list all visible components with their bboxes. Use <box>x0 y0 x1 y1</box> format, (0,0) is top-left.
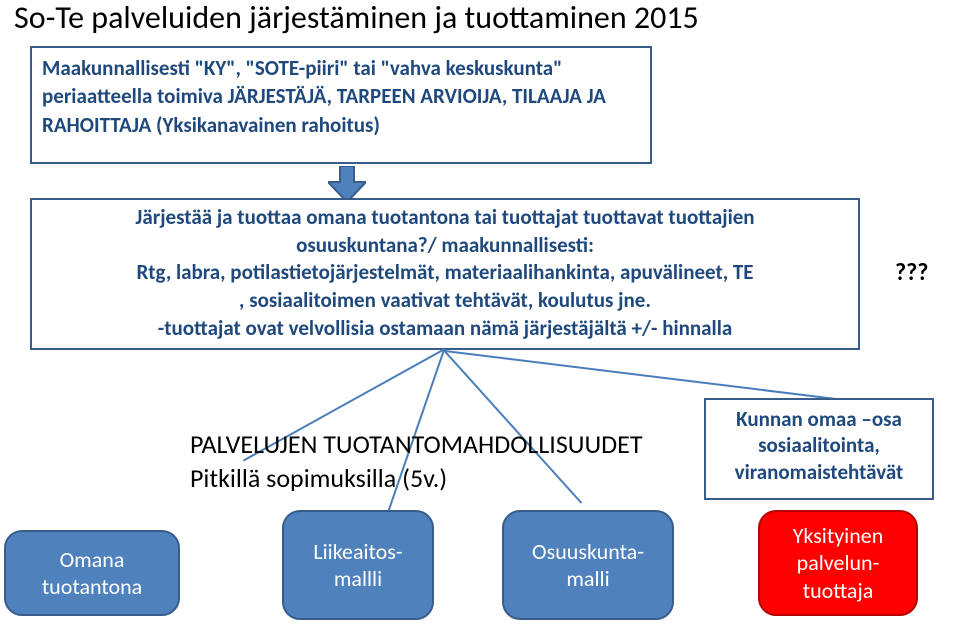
organiser-line1: Maakunnallisesti "KY", "SOTE-piiri" tai … <box>42 54 640 82</box>
organiser-box: Maakunnallisesti "KY", "SOTE-piiri" tai … <box>30 46 652 164</box>
option-yksityinen: Yksityinen palvelun- tuottaja <box>758 510 918 616</box>
option-liikeaitos: Liikeaitos- mallli <box>282 510 434 620</box>
page-title: So-Te palveluiden järjestäminen ja tuott… <box>14 0 699 37</box>
kunnan-omaa-box: Kunnan omaa –osa sosiaalitointa, viranom… <box>704 398 934 500</box>
option-osuuskunta-l2: malli <box>532 565 644 593</box>
organiser-line3: RAHOITTAJA (Yksikanavainen rahoitus) <box>42 111 640 139</box>
kunnan-l3: viranomaistehtävät <box>714 459 924 485</box>
option-omana-l1: Omana <box>42 546 142 574</box>
scope-line4: , sosiaalitoimen vaativat tehtävät, koul… <box>42 287 848 315</box>
production-scope-box: Järjestää ja tuottaa omana tuotantona ta… <box>30 198 860 350</box>
option-omana: Omana tuotantona <box>4 530 180 616</box>
scope-line5: -tuottajat ovat velvollisia ostamaan näm… <box>42 315 848 343</box>
scope-line3: Rtg, labra, potilastietojärjestelmät, ma… <box>42 259 848 287</box>
option-osuuskunta: Osuuskunta- malli <box>502 510 674 620</box>
option-osuuskunta-l1: Osuuskunta- <box>532 538 644 566</box>
page-root: So-Te palveluiden järjestäminen ja tuott… <box>0 0 960 628</box>
flow-arrow-icon <box>328 166 366 202</box>
option-yks-l2: palvelun- <box>793 549 884 577</box>
scope-line2: osuuskuntana?/ maakunnallisesti: <box>42 232 848 260</box>
question-marks: ??? <box>895 258 928 287</box>
scope-line1: Järjestää ja tuottaa omana tuotantona ta… <box>42 204 848 232</box>
connector-line-4 <box>445 350 842 401</box>
organiser-line2: periaatteella toimiva JÄRJESTÄJÄ, TARPEE… <box>42 82 640 110</box>
option-yks-l1: Yksityinen <box>793 522 884 550</box>
kunnan-l1: Kunnan omaa –osa <box>714 406 924 432</box>
option-omana-l2: tuotantona <box>42 573 142 601</box>
option-liikeaitos-l2: mallli <box>313 565 402 593</box>
kunnan-l2: sosiaalitointa, <box>714 432 924 458</box>
option-yks-l3: tuottaja <box>793 577 884 605</box>
option-liikeaitos-l1: Liikeaitos- <box>313 538 402 566</box>
